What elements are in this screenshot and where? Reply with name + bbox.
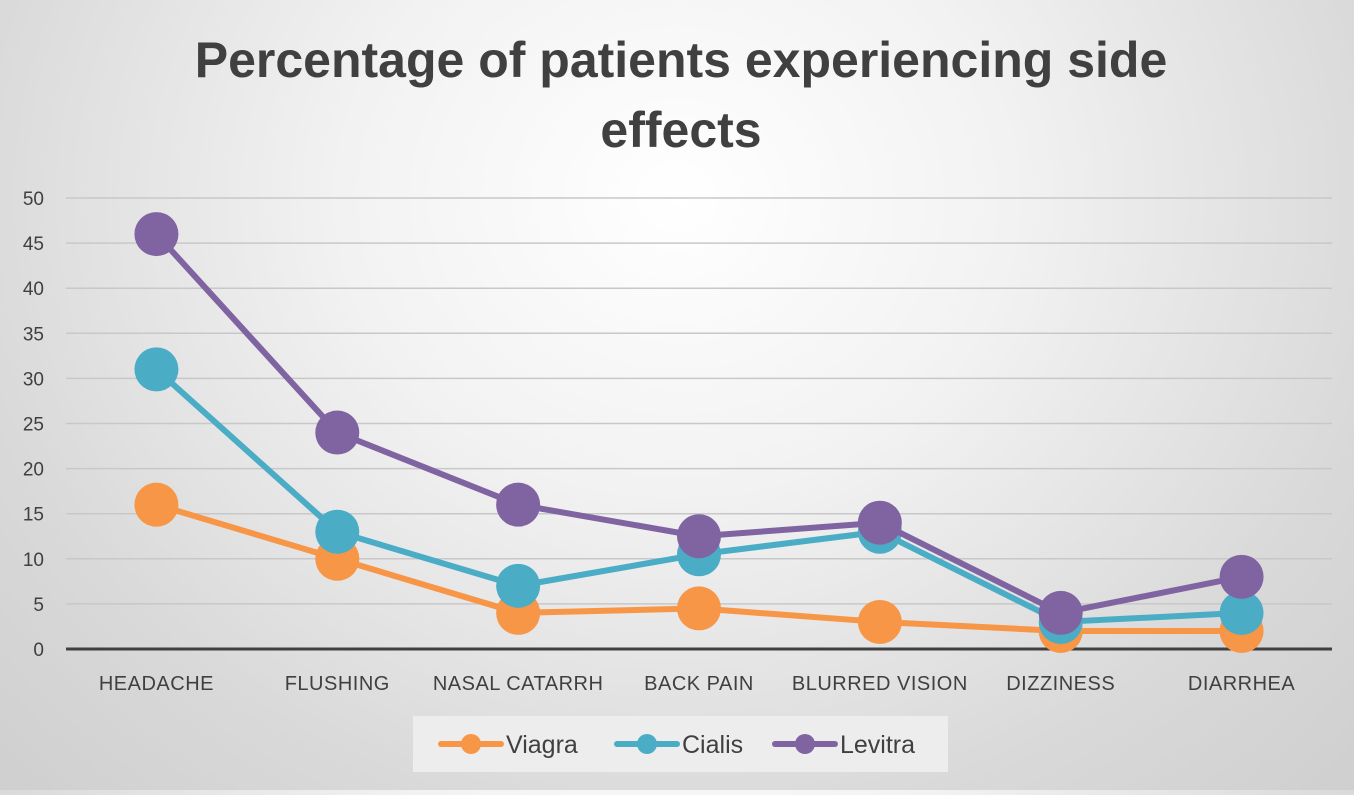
- legend-marker-cialis: [637, 734, 657, 754]
- data-point-cialis: [134, 347, 179, 392]
- legend-marker-viagra: [461, 734, 481, 754]
- y-tick-label: 10: [23, 550, 44, 571]
- y-tick-label: 20: [23, 460, 44, 481]
- y-tick-label: 0: [33, 640, 44, 661]
- data-point-levitra: [134, 212, 179, 257]
- x-tick-label: NASAL CATARRH: [433, 673, 604, 695]
- x-tick-label: HEADACHE: [99, 673, 214, 695]
- y-tick-label: 35: [23, 324, 44, 345]
- x-tick-label: BACK PAIN: [644, 673, 754, 695]
- y-tick-label: 45: [23, 234, 44, 255]
- series-line-cialis: [153, 366, 1245, 625]
- data-point-levitra: [677, 514, 721, 559]
- data-point-viagra: [857, 599, 902, 644]
- y-tick-label: 40: [23, 279, 44, 300]
- y-tick-label: 15: [23, 505, 44, 526]
- legend-label-levitra: Levitra: [840, 731, 915, 759]
- x-axis: HEADACHE FLUSHING NASAL CATARRH BACK PAIN BL…: [66, 647, 1332, 695]
- data-point-levitra: [1038, 590, 1083, 635]
- legend-label-viagra: Viagra: [506, 731, 578, 759]
- data-point-levitra: [1219, 554, 1264, 599]
- y-tick-label: 30: [23, 369, 44, 390]
- y-tick-label: 25: [23, 415, 44, 436]
- x-tick-label: BLURRED VISION: [792, 673, 968, 695]
- chart-title-line-2: effects: [600, 102, 761, 158]
- y-axis: 0 5 10 15 20 25 30 35 40 45 50: [23, 189, 44, 661]
- data-point-cialis: [315, 509, 360, 554]
- data-point-viagra: [677, 586, 721, 631]
- data-point-levitra: [496, 482, 541, 527]
- legend-item-levitra: Levitra: [772, 731, 915, 759]
- chart-title-line-1: Percentage of patients experiencing side: [195, 32, 1168, 88]
- legend-item-viagra: Viagra: [438, 731, 578, 759]
- x-tick-label: DIZZINESS: [1006, 673, 1115, 695]
- data-point-cialis: [496, 563, 541, 608]
- series-levitra: [134, 212, 1264, 635]
- legend-item-cialis: Cialis: [614, 731, 743, 759]
- data-point-levitra: [315, 410, 360, 455]
- chart-title: Percentage of patients experiencing side…: [195, 32, 1168, 158]
- y-tick-label: 5: [33, 595, 44, 616]
- legend: Viagra Cialis Levitra: [413, 716, 948, 772]
- legend-marker-levitra: [795, 734, 815, 754]
- gridlines: [66, 197, 1332, 605]
- series: [134, 212, 1264, 653]
- legend-label-cialis: Cialis: [682, 731, 743, 759]
- y-tick-label: 50: [23, 189, 44, 210]
- x-tick-label: FLUSHING: [285, 673, 390, 695]
- data-point-viagra: [134, 482, 179, 527]
- data-point-cialis: [1219, 590, 1264, 635]
- data-point-levitra: [857, 500, 902, 545]
- x-tick-label: DIARRHEA: [1188, 673, 1296, 695]
